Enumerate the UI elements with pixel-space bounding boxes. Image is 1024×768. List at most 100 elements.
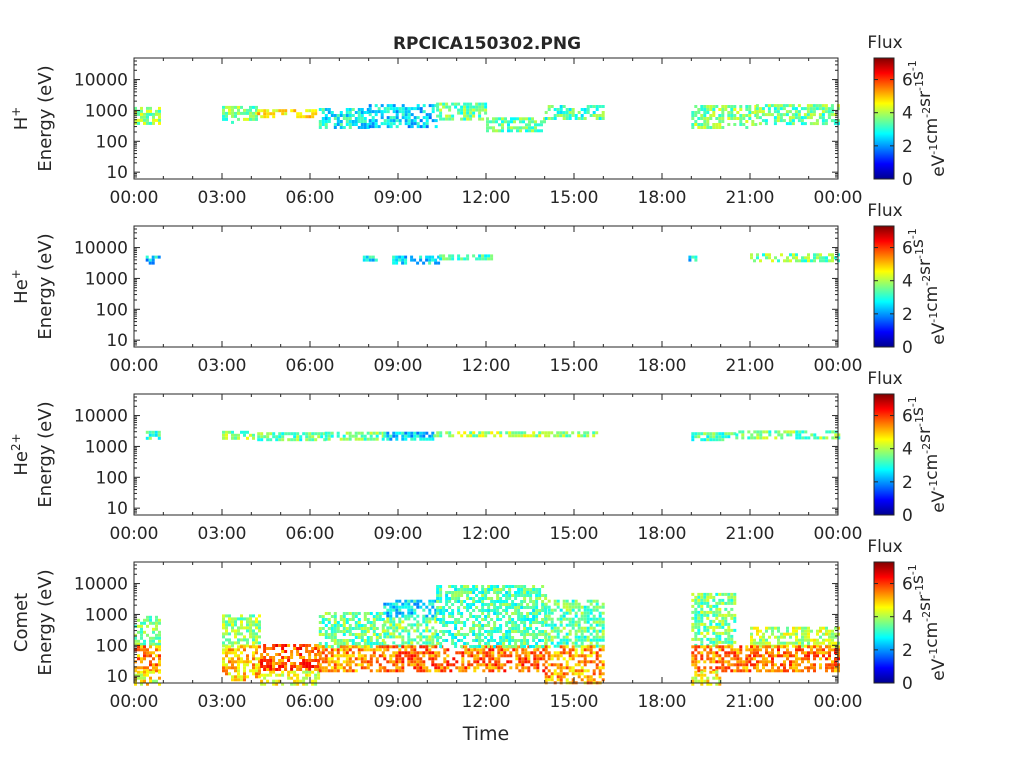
flux-cell bbox=[589, 626, 593, 630]
flux-cell bbox=[428, 104, 432, 108]
flux-cell bbox=[404, 654, 408, 658]
flux-cell bbox=[321, 657, 325, 661]
flux-cell bbox=[431, 641, 435, 645]
flux-cell bbox=[718, 622, 722, 626]
flux-cell bbox=[413, 617, 417, 621]
flux-cell bbox=[395, 669, 399, 673]
flux-cell bbox=[275, 644, 279, 647]
flux-cell bbox=[750, 433, 754, 437]
flux-cell bbox=[255, 108, 258, 112]
flux-cell bbox=[336, 431, 340, 435]
flux-cell bbox=[800, 119, 804, 123]
flux-cell bbox=[371, 255, 375, 259]
flux-cell bbox=[314, 647, 318, 650]
flux-cell bbox=[451, 636, 455, 639]
flux-cell bbox=[691, 663, 695, 667]
flux-cell bbox=[786, 629, 789, 633]
flux-cell bbox=[580, 108, 584, 111]
flux-cell bbox=[831, 638, 834, 642]
flux-cell bbox=[302, 676, 306, 680]
flux-cell bbox=[222, 632, 225, 636]
flux-cell bbox=[777, 666, 780, 670]
flux-cell bbox=[252, 623, 255, 627]
flux-cell bbox=[290, 653, 294, 656]
flux-cell bbox=[813, 253, 816, 257]
flux-cell bbox=[363, 120, 367, 123]
flux-cell bbox=[586, 675, 590, 679]
flux-cell bbox=[386, 434, 390, 438]
flux-cell bbox=[694, 616, 698, 620]
flux-cell bbox=[383, 119, 387, 123]
flux-cell bbox=[592, 608, 596, 612]
flux-cell bbox=[508, 591, 512, 594]
flux-cell bbox=[284, 109, 288, 113]
flux-cell bbox=[565, 678, 569, 682]
flux-cell bbox=[158, 618, 161, 622]
flux-cell bbox=[255, 632, 258, 636]
flux-cell bbox=[363, 618, 367, 621]
flux-cell bbox=[712, 619, 716, 623]
flux-cell bbox=[493, 588, 497, 591]
flux-cell bbox=[798, 638, 801, 642]
y-tick-label: 100 bbox=[96, 468, 128, 488]
flux-cell bbox=[460, 111, 464, 115]
flux-cell bbox=[369, 621, 373, 624]
flux-cell bbox=[586, 599, 590, 603]
flux-cell bbox=[490, 585, 494, 588]
flux-cell bbox=[472, 111, 476, 115]
flux-cell bbox=[586, 669, 590, 673]
flux-cell bbox=[556, 626, 560, 630]
flux-cell bbox=[360, 437, 364, 441]
flux-cell bbox=[428, 437, 432, 441]
flux-cell bbox=[428, 651, 432, 655]
flux-cell bbox=[461, 669, 465, 673]
flux-cell bbox=[524, 651, 528, 655]
flux-cell bbox=[146, 633, 149, 637]
flux-cell bbox=[311, 679, 315, 683]
flux-cell bbox=[815, 119, 819, 123]
flux-cell bbox=[568, 638, 572, 642]
flux-cell bbox=[544, 660, 548, 664]
flux-cell bbox=[413, 608, 417, 612]
flux-cell bbox=[463, 633, 467, 636]
flux-cell bbox=[598, 623, 602, 627]
flux-cell bbox=[745, 108, 749, 111]
flux-cell bbox=[487, 603, 491, 606]
flux-cell bbox=[392, 110, 396, 114]
flux-cell bbox=[398, 255, 402, 259]
flux-cell bbox=[386, 431, 390, 435]
flux-cell bbox=[795, 641, 798, 645]
flux-cell bbox=[389, 623, 393, 627]
flux-cell bbox=[457, 609, 461, 612]
flux-cell bbox=[535, 588, 539, 591]
flux-cell bbox=[786, 651, 789, 655]
flux-cell bbox=[457, 630, 461, 633]
flux-cell bbox=[317, 659, 321, 662]
flux-cell bbox=[372, 627, 376, 630]
flux-cell bbox=[293, 679, 297, 683]
flux-cell bbox=[482, 660, 486, 664]
flux-cell bbox=[333, 639, 337, 642]
flux-cell bbox=[416, 599, 420, 603]
flux-cell bbox=[416, 614, 420, 618]
flux-cell bbox=[822, 259, 825, 263]
flux-cell bbox=[499, 434, 503, 438]
flux-cell bbox=[724, 108, 728, 111]
flux-cell bbox=[378, 642, 382, 645]
flux-cell bbox=[439, 636, 443, 639]
flux-cell bbox=[580, 626, 584, 630]
flux-cell bbox=[706, 604, 710, 608]
flux-cell bbox=[733, 601, 737, 605]
flux-cell bbox=[234, 433, 237, 437]
flux-cell bbox=[439, 600, 443, 603]
flux-cell bbox=[500, 651, 504, 655]
flux-cell bbox=[410, 660, 414, 664]
flux-cell bbox=[529, 597, 533, 600]
flux-cell bbox=[327, 636, 331, 639]
flux-cell bbox=[783, 669, 786, 673]
flux-cell bbox=[317, 673, 321, 677]
flux-cell bbox=[237, 117, 240, 121]
flux-cell bbox=[533, 666, 537, 670]
flux-cell bbox=[724, 601, 728, 605]
flux-cell bbox=[815, 107, 819, 111]
